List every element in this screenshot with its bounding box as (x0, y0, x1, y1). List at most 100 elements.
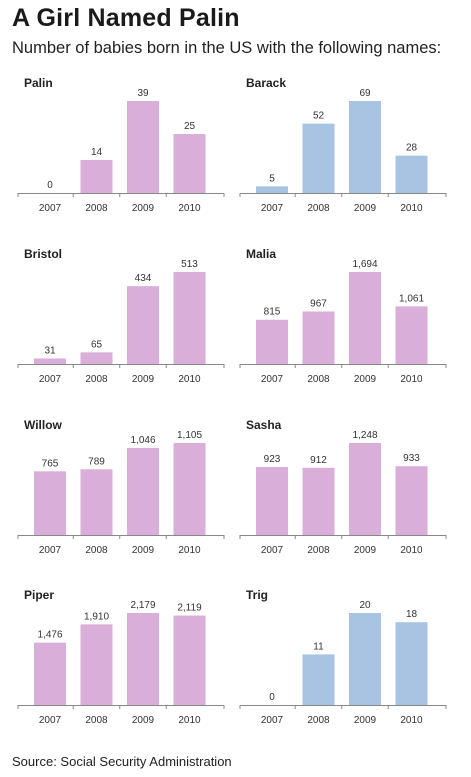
category-label-piper-2008: 2008 (85, 715, 108, 726)
page-title: A Girl Named Palin (12, 4, 240, 32)
category-label-malia-2010: 2010 (400, 374, 423, 385)
bar-trig-2010 (395, 622, 428, 705)
panel-piper: Piper 1,476 2007 1,910 2008 2,179 2009 2,119 201… (17, 588, 225, 726)
bar-piper-2010 (173, 615, 206, 705)
data-label-sasha-2007: 923 (264, 454, 281, 465)
category-label-bristol-2008: 2008 (85, 374, 108, 385)
data-label-trig-2008: 11 (313, 641, 324, 652)
category-label-willow-2008: 2008 (85, 545, 108, 556)
category-label-barack-2009: 2009 (354, 203, 377, 214)
category-label-sasha-2009: 2009 (354, 545, 377, 556)
data-label-bristol-2008: 65 (91, 339, 103, 350)
category-label-palin-2009: 2009 (132, 203, 155, 214)
category-label-willow-2007: 2007 (39, 545, 62, 556)
bar-malia-2007 (256, 319, 288, 364)
panel-trig: Trig 0 2007 11 2008 20 2009 18 2010 (239, 588, 447, 726)
data-label-barack-2008: 52 (313, 111, 325, 122)
bar-piper-2008 (80, 624, 113, 705)
bar-malia-2008 (302, 311, 335, 364)
category-label-trig-2009: 2009 (354, 715, 377, 726)
bar-barack-2010 (395, 155, 428, 193)
category-label-willow-2010: 2010 (178, 545, 201, 556)
bar-willow-2008 (80, 469, 113, 535)
data-label-malia-2010: 1,061 (399, 293, 424, 304)
category-label-bristol-2009: 2009 (132, 374, 155, 385)
panel-malia: Malia 815 2007 967 2008 1,694 2009 1,061 2010 (239, 247, 447, 385)
panel-title-bristol: Bristol (24, 247, 62, 261)
bar-sasha-2009 (349, 443, 381, 535)
category-label-barack-2010: 2010 (400, 203, 423, 214)
panel-title-piper: Piper (24, 588, 54, 602)
data-label-piper-2007: 1,476 (37, 630, 62, 641)
category-label-trig-2008: 2008 (307, 715, 330, 726)
category-label-sasha-2010: 2010 (400, 545, 423, 556)
data-label-piper-2010: 2,119 (177, 603, 202, 614)
category-label-malia-2007: 2007 (261, 374, 284, 385)
bar-palin-2010 (173, 134, 206, 193)
data-label-palin-2010: 25 (184, 121, 196, 132)
data-label-willow-2009: 1,046 (130, 435, 155, 446)
bar-sasha-2010 (395, 466, 428, 535)
bar-trig-2008 (302, 654, 335, 705)
data-label-malia-2009: 1,694 (352, 259, 377, 270)
category-label-palin-2010: 2010 (178, 203, 201, 214)
category-label-piper-2009: 2009 (132, 715, 155, 726)
bar-malia-2009 (349, 272, 381, 364)
category-label-trig-2010: 2010 (400, 715, 423, 726)
bar-barack-2008 (302, 123, 335, 193)
panel-title-trig: Trig (246, 588, 268, 602)
category-label-piper-2007: 2007 (39, 715, 62, 726)
bar-barack-2009 (349, 101, 381, 193)
panel-bristol: Bristol 31 2007 65 2008 434 2009 513 2010 (17, 247, 225, 385)
data-label-barack-2010: 28 (406, 143, 418, 154)
page-subtitle: Number of babies born in the US with the… (12, 39, 442, 57)
bar-bristol-2008 (80, 352, 113, 364)
bar-willow-2010 (173, 443, 206, 535)
bar-piper-2009 (127, 613, 159, 705)
bar-sasha-2007 (256, 466, 288, 535)
source-note: Source: Social Security Administration (12, 754, 232, 769)
bar-trig-2009 (349, 613, 381, 705)
panel-barack: Barack 5 2007 52 2008 69 2009 28 2010 (239, 76, 447, 214)
bar-willow-2007 (34, 471, 66, 535)
category-label-sasha-2007: 2007 (261, 545, 284, 556)
bar-bristol-2009 (127, 286, 159, 364)
category-label-sasha-2008: 2008 (307, 545, 330, 556)
panel-sasha: Sasha 923 2007 912 2008 1,248 2009 933 2010 (239, 418, 447, 556)
bar-sasha-2008 (302, 467, 335, 535)
data-label-willow-2007: 765 (42, 458, 59, 469)
category-label-barack-2008: 2008 (307, 203, 330, 214)
data-label-bristol-2009: 434 (135, 273, 152, 284)
bar-piper-2007 (34, 642, 66, 705)
bar-bristol-2007 (34, 358, 66, 364)
category-label-bristol-2010: 2010 (178, 374, 201, 385)
category-label-palin-2007: 2007 (39, 203, 62, 214)
data-label-trig-2010: 18 (406, 609, 418, 620)
category-label-malia-2009: 2009 (354, 374, 377, 385)
category-label-malia-2008: 2008 (307, 374, 330, 385)
bar-bristol-2010 (173, 272, 206, 364)
data-label-malia-2007: 815 (264, 307, 281, 318)
data-label-sasha-2008: 912 (310, 455, 327, 466)
bar-palin-2008 (80, 159, 113, 193)
data-label-bristol-2007: 31 (44, 345, 56, 356)
data-label-malia-2008: 967 (310, 298, 327, 309)
bar-malia-2010 (395, 306, 428, 364)
category-label-piper-2010: 2010 (178, 715, 201, 726)
data-label-trig-2007: 0 (269, 692, 275, 703)
bar-barack-2007 (256, 186, 288, 193)
data-label-palin-2007: 0 (47, 180, 53, 191)
data-label-sasha-2009: 1,248 (352, 430, 377, 441)
data-label-barack-2007: 5 (269, 173, 275, 184)
bar-willow-2009 (127, 447, 159, 535)
data-label-willow-2008: 789 (88, 456, 105, 467)
panel-title-willow: Willow (24, 418, 63, 432)
data-label-barack-2009: 69 (359, 88, 371, 99)
category-label-bristol-2007: 2007 (39, 374, 62, 385)
panel-title-malia: Malia (246, 247, 276, 261)
data-label-trig-2009: 20 (359, 600, 371, 611)
panel-title-sasha: Sasha (246, 418, 282, 432)
category-label-palin-2008: 2008 (85, 203, 108, 214)
category-label-barack-2007: 2007 (261, 203, 284, 214)
